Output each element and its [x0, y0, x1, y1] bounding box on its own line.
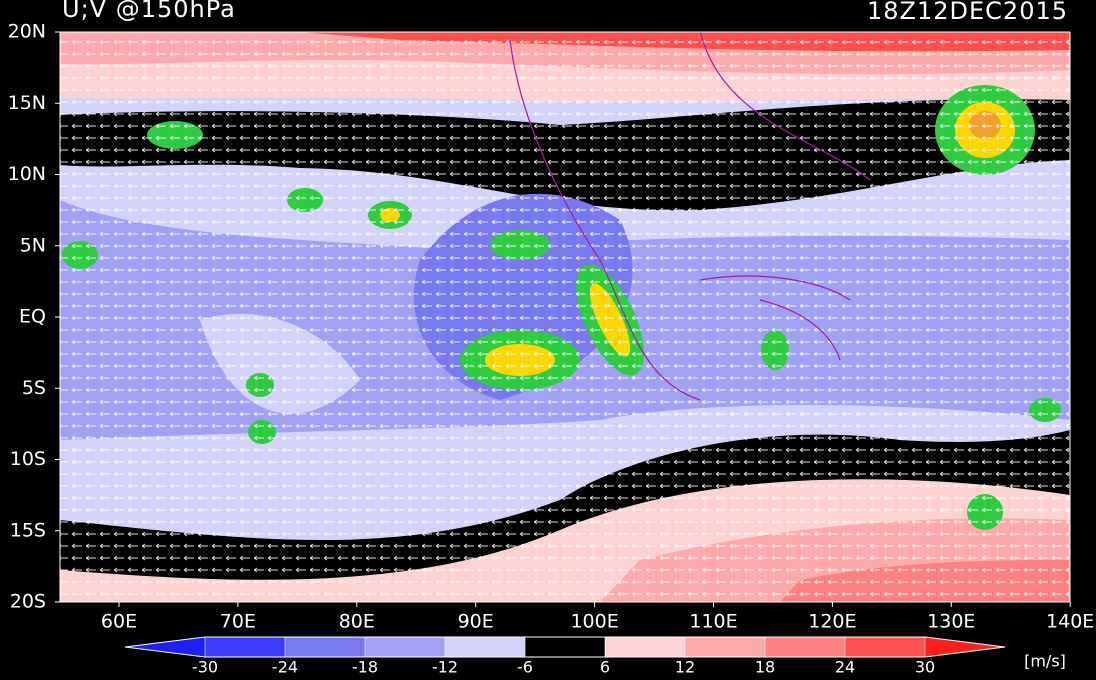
lat-label: 15N	[8, 92, 46, 114]
colorbar-segment	[285, 637, 365, 657]
colorbar-label: -24	[272, 658, 298, 677]
colorbar-segment	[605, 637, 685, 657]
lon-label: 70E	[220, 611, 256, 633]
colorbar-segment	[685, 637, 765, 657]
colorbar-label: 30	[915, 658, 935, 677]
lat-label: 15S	[10, 519, 46, 541]
lat-label: 5N	[20, 234, 46, 256]
lat-label: 20S	[10, 591, 46, 613]
colorbar-label: 18	[755, 658, 775, 677]
map-time: 18Z12DEC2015	[867, 0, 1068, 25]
map-field	[60, 32, 1070, 602]
lat-label: 20N	[8, 21, 46, 43]
colorbar-label: -6	[517, 658, 533, 677]
lat-label: 10N	[8, 163, 46, 185]
colorbar-segment	[765, 637, 845, 657]
colorbar-label: -18	[352, 658, 378, 677]
lon-label: 110E	[689, 611, 737, 633]
lon-label: 80E	[339, 611, 375, 633]
map-title: U;V @150hPa	[62, 0, 236, 23]
colorbar: -30 -24 -18 -12 -6 6 12 18 24 30	[124, 636, 1006, 677]
colorbar-segment	[445, 637, 525, 657]
lat-label: 10S	[10, 448, 46, 470]
lon-label: 90E	[458, 611, 494, 633]
colorbar-segment	[365, 637, 445, 657]
lat-axis: 20N 15N 10N 5N EQ 5S 10S 15S 20S	[8, 21, 60, 613]
colorbar-label: 24	[835, 658, 855, 677]
lat-label: EQ	[19, 306, 46, 328]
colorbar-segment	[525, 637, 605, 657]
lon-label: 100E	[570, 611, 618, 633]
colorbar-label: 6	[600, 658, 610, 677]
colorbar-segment	[125, 637, 205, 657]
colorbar-label: -12	[432, 658, 458, 677]
lat-label: 5S	[22, 377, 46, 399]
colorbar-units: [m/s]	[1024, 652, 1066, 671]
lon-axis: 60E 70E 80E 90E 100E 110E 120E 130E 140E	[101, 602, 1094, 633]
lon-label: 60E	[101, 611, 137, 633]
lon-label: 140E	[1046, 611, 1094, 633]
colorbar-segment	[845, 637, 925, 657]
lon-label: 130E	[927, 611, 975, 633]
coastline	[509, 32, 871, 401]
wind-vectors	[60, 32, 1070, 602]
colorbar-segment	[925, 637, 1005, 657]
colorbar-label: -30	[192, 658, 218, 677]
lon-label: 120E	[808, 611, 856, 633]
colorbar-segment	[205, 637, 285, 657]
colorbar-label: 12	[675, 658, 695, 677]
